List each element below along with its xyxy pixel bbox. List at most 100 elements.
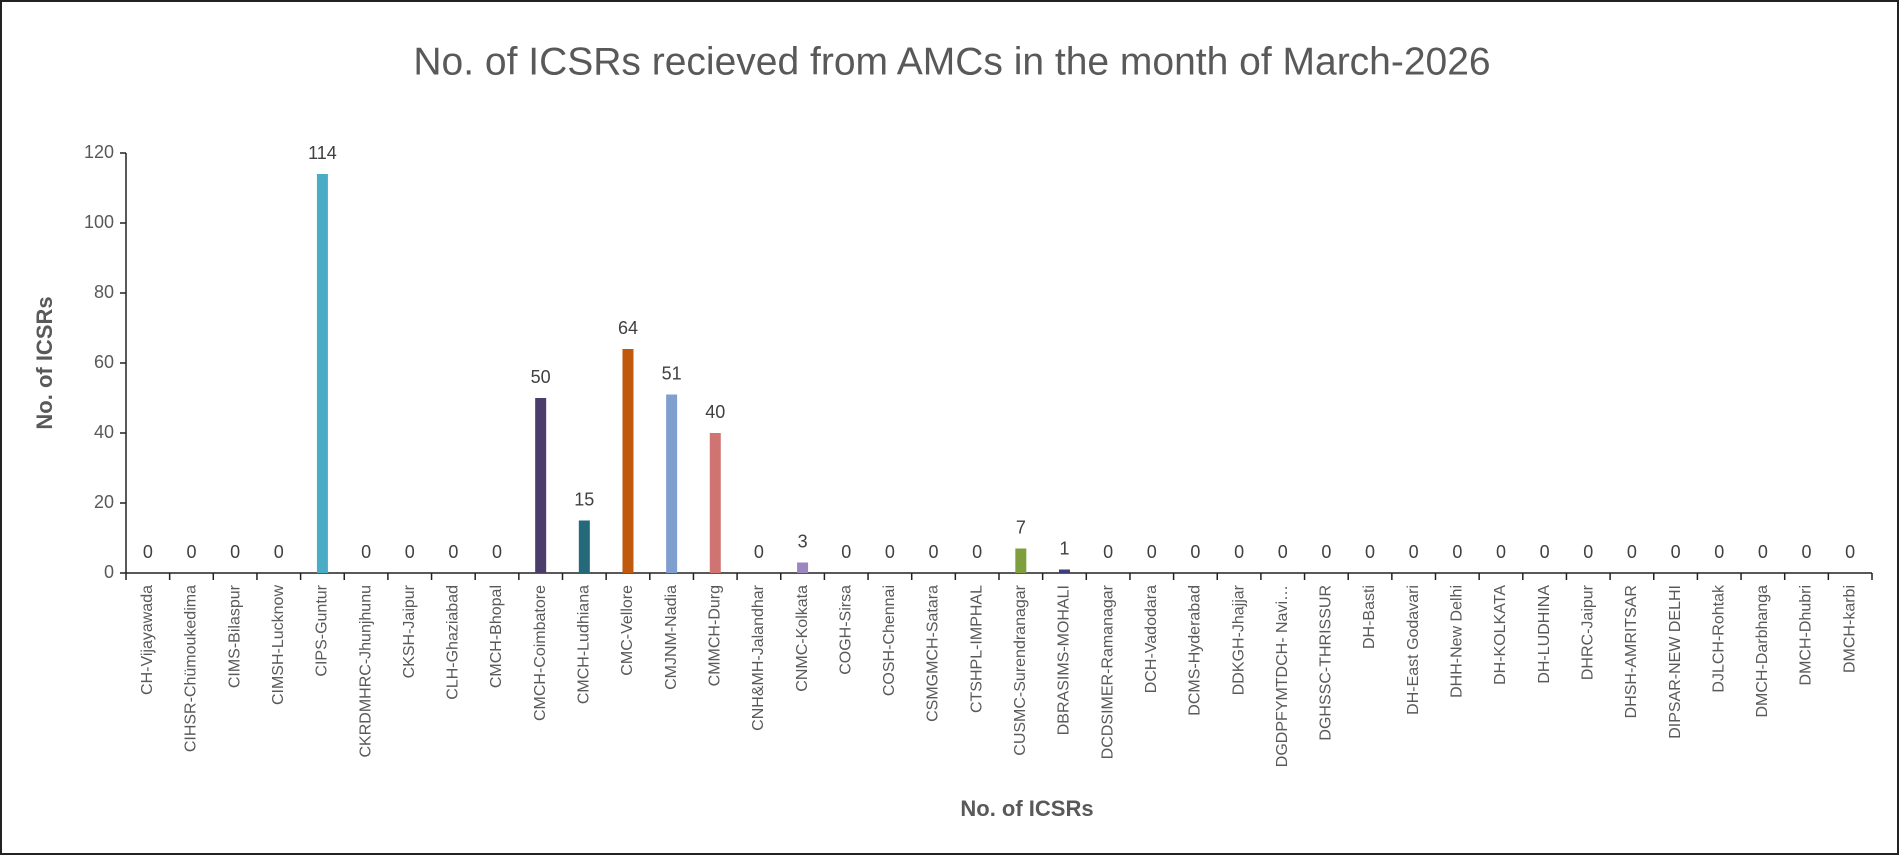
x-tick-label: DH-Basti bbox=[1361, 585, 1378, 649]
x-tick-label: DCH-Vadodara bbox=[1143, 585, 1160, 693]
x-tick-label: CTSHPL-IMPHAL bbox=[968, 585, 985, 713]
value-label: 0 bbox=[230, 542, 240, 562]
value-label: 0 bbox=[1671, 542, 1681, 562]
x-tick-label: CIMSH-Lucknow bbox=[270, 585, 287, 705]
x-tick-label: DGHSSC-THRISSUR bbox=[1318, 585, 1335, 741]
value-label: 64 bbox=[618, 318, 638, 338]
x-tick-label: CH-Vijayawada bbox=[139, 585, 156, 695]
value-label: 50 bbox=[531, 367, 551, 387]
x-tick-label: DIPSAR-NEW DELHI bbox=[1667, 585, 1684, 739]
value-label: 1 bbox=[1059, 538, 1069, 558]
x-tick-label: DMCH-Dhubri bbox=[1798, 585, 1815, 685]
bar bbox=[709, 433, 721, 573]
value-label: 0 bbox=[1234, 542, 1244, 562]
x-tick-label: DJLCH-Rohtak bbox=[1710, 584, 1727, 693]
x-tick-label: CKSH-Jaipur bbox=[401, 584, 418, 678]
x-tick-label: COSH-Chennai bbox=[881, 585, 898, 696]
value-label: 0 bbox=[186, 542, 196, 562]
bar bbox=[666, 394, 678, 573]
value-label: 0 bbox=[1540, 542, 1550, 562]
value-label: 0 bbox=[1845, 542, 1855, 562]
x-tick-label: CMCH-Bhopal bbox=[488, 585, 505, 688]
y-tick-label: 0 bbox=[104, 562, 114, 582]
value-label: 0 bbox=[361, 542, 371, 562]
x-tick-label: CNMC-Kolkata bbox=[794, 585, 811, 692]
bar bbox=[622, 349, 634, 573]
value-label: 51 bbox=[662, 363, 682, 383]
x-tick-label: CMC-Vellore bbox=[619, 585, 636, 676]
x-tick-label: CSMGMCH-Satara bbox=[925, 585, 942, 722]
y-tick-label: 120 bbox=[84, 142, 114, 162]
x-tick-label: DCMS-Hyderabad bbox=[1187, 585, 1204, 716]
bar bbox=[578, 520, 590, 573]
y-tick-label: 100 bbox=[84, 212, 114, 232]
value-label: 0 bbox=[405, 542, 415, 562]
value-label: 0 bbox=[1452, 542, 1462, 562]
value-label: 0 bbox=[1802, 542, 1812, 562]
bar bbox=[797, 562, 809, 573]
value-label: 0 bbox=[754, 542, 764, 562]
x-tick-label: DH-LUDHINA bbox=[1536, 585, 1553, 684]
x-tick-label: DCDSIMER-Ramanagar bbox=[1099, 584, 1116, 759]
value-label: 0 bbox=[143, 542, 153, 562]
x-tick-label: DMCH-karbi bbox=[1841, 585, 1858, 673]
x-tick-label: DMCH-Darbhanga bbox=[1754, 585, 1771, 718]
value-label: 0 bbox=[885, 542, 895, 562]
chart-title: No. of ICSRs recieved from AMCs in the m… bbox=[413, 40, 1490, 83]
x-tick-label: CKRDMHRC-Jhunjhunu bbox=[357, 585, 374, 758]
bar bbox=[316, 174, 328, 573]
value-label: 0 bbox=[1409, 542, 1419, 562]
x-tick-label: COGH-Sirsa bbox=[837, 585, 854, 675]
x-tick-label: CMMCH-Durg bbox=[706, 585, 723, 686]
value-label: 15 bbox=[574, 489, 594, 509]
y-tick-label: 20 bbox=[94, 492, 114, 512]
value-label: 0 bbox=[492, 542, 502, 562]
x-tick-label: CMCH-Ludhiana bbox=[576, 585, 593, 704]
x-axis-title: No. of ICSRs bbox=[960, 796, 1093, 821]
value-label: 0 bbox=[1365, 542, 1375, 562]
x-tick-label: CIHSR-Chümoukedima bbox=[183, 585, 200, 752]
value-label: 0 bbox=[1190, 542, 1200, 562]
value-label: 0 bbox=[841, 542, 851, 562]
bar bbox=[1015, 548, 1027, 573]
value-label: 0 bbox=[1627, 542, 1637, 562]
x-tick-label: CLH-Ghaziabad bbox=[445, 585, 462, 700]
value-label: 0 bbox=[1147, 542, 1157, 562]
value-label: 0 bbox=[448, 542, 458, 562]
value-label: 40 bbox=[705, 402, 725, 422]
x-tick-label: DHSH-AMRITSAR bbox=[1623, 585, 1640, 718]
x-tick-label: DBRASIMS-MOHALI bbox=[1056, 585, 1073, 735]
value-label: 0 bbox=[972, 542, 982, 562]
value-label: 7 bbox=[1016, 517, 1026, 537]
x-tick-label: DGDPFYMTDCH- Navi… bbox=[1274, 585, 1291, 767]
value-label: 0 bbox=[1583, 542, 1593, 562]
x-tick-label: CNH&MH-Jalandhar bbox=[750, 584, 767, 730]
x-tick-label: CMCH-Coimbatore bbox=[532, 585, 549, 721]
bar bbox=[535, 398, 547, 573]
y-tick-label: 40 bbox=[94, 422, 114, 442]
y-tick-label: 80 bbox=[94, 282, 114, 302]
x-tick-label: DHRC-Jaipur bbox=[1579, 584, 1596, 680]
x-tick-label: DDKGH-Jhajjar bbox=[1230, 584, 1247, 695]
value-label: 0 bbox=[1496, 542, 1506, 562]
bar bbox=[1058, 569, 1070, 573]
y-axis-title: No. of ICSRs bbox=[32, 296, 57, 429]
value-label: 114 bbox=[308, 143, 337, 163]
y-tick-label: 60 bbox=[94, 352, 114, 372]
value-label: 0 bbox=[929, 542, 939, 562]
value-label: 0 bbox=[1103, 542, 1113, 562]
x-tick-label: DH-KOLKATA bbox=[1492, 585, 1509, 685]
value-label: 3 bbox=[798, 531, 808, 551]
value-label: 0 bbox=[274, 542, 284, 562]
x-tick-label: DH-East Godavari bbox=[1405, 585, 1422, 715]
value-label: 0 bbox=[1714, 542, 1724, 562]
x-tick-label: CIPS-Guntur bbox=[314, 584, 331, 676]
x-tick-label: CMJNM-Nadia bbox=[663, 585, 680, 690]
value-label: 0 bbox=[1278, 542, 1288, 562]
x-tick-label: CUSMC-Surendranagar bbox=[1012, 584, 1029, 755]
x-tick-label: DHH-New Delhi bbox=[1449, 585, 1466, 698]
value-label: 0 bbox=[1758, 542, 1768, 562]
value-label: 0 bbox=[1321, 542, 1331, 562]
